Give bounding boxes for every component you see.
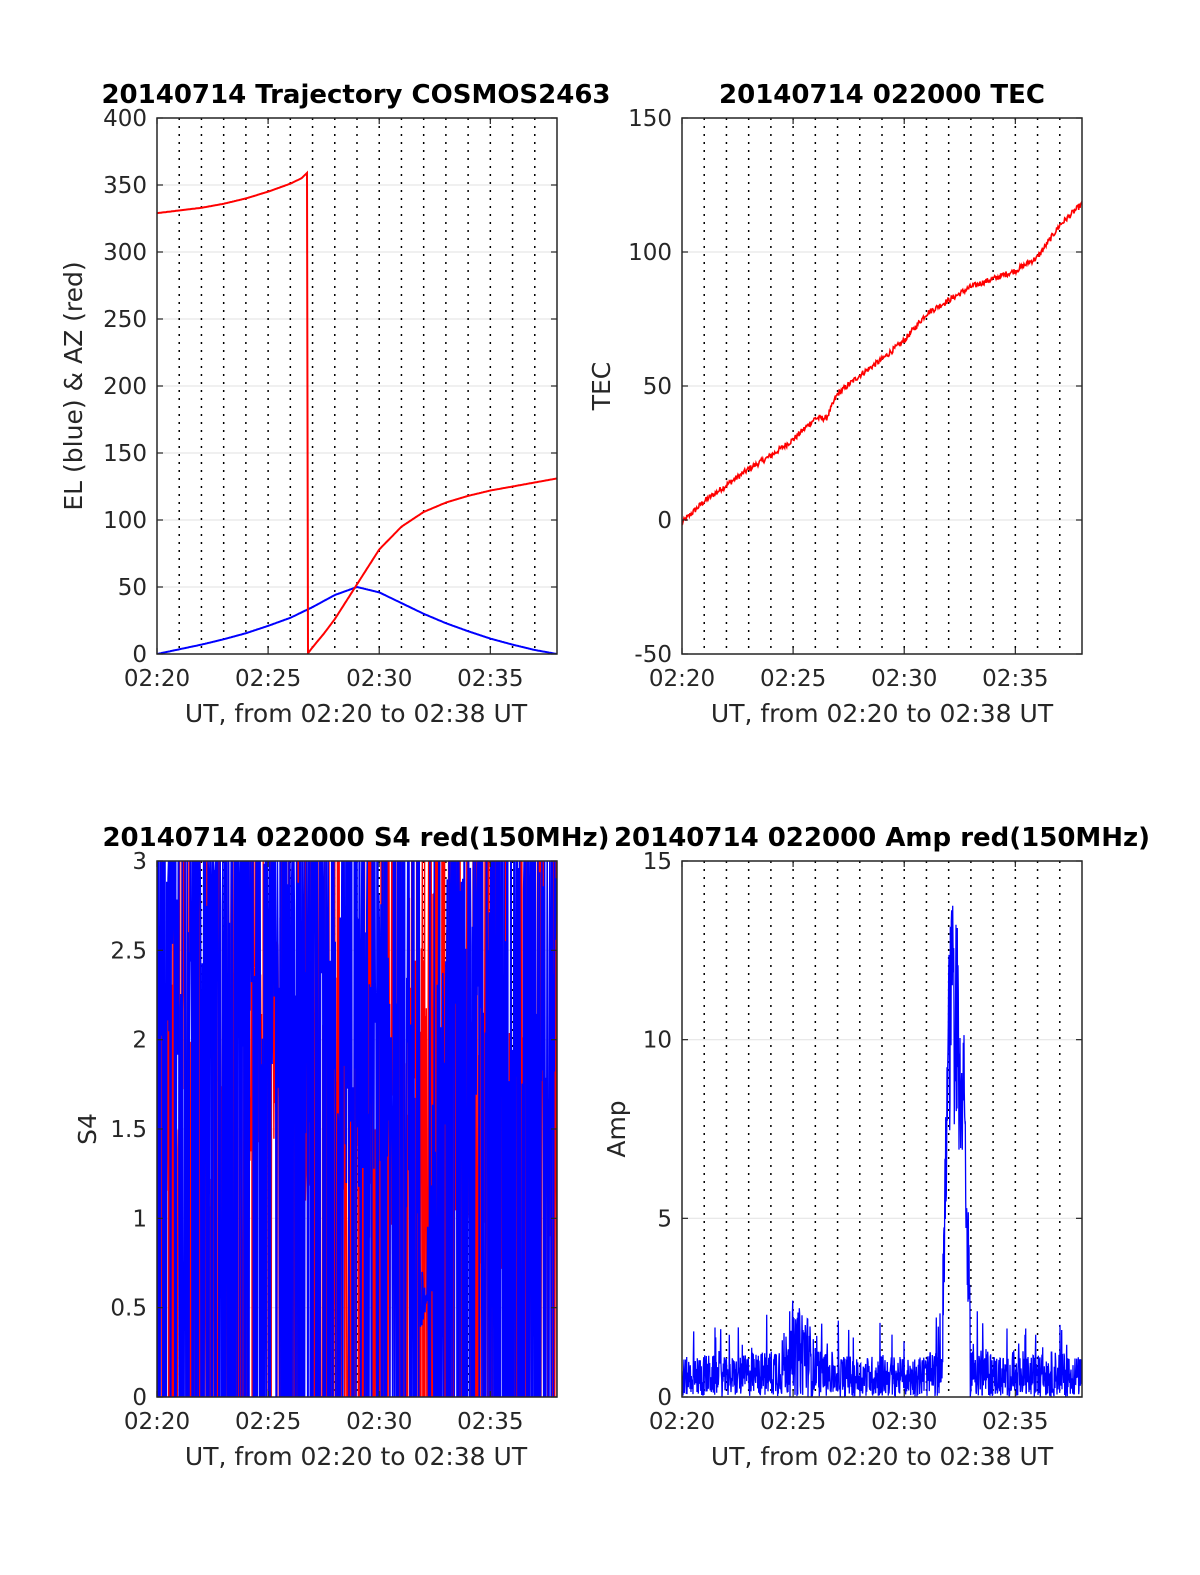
y-tick-label: 0.5 bbox=[110, 1296, 147, 1322]
ticks: 0 5 10 15 02:20 02:25 02:30 02:35 bbox=[643, 849, 1082, 1435]
chart-title: 20140714 022000 S4 red(150MHz) bbox=[102, 823, 609, 853]
x-tick-label: 02:30 bbox=[871, 1409, 937, 1435]
y-tick-label: 0 bbox=[657, 1385, 672, 1411]
x-tick-label: 02:20 bbox=[649, 1409, 715, 1435]
series-line bbox=[682, 905, 1082, 1397]
y-tick-label: 250 bbox=[103, 307, 147, 333]
x-axis-label: UT, from 02:20 to 02:38 UT bbox=[185, 699, 528, 728]
chart-panel-3: 20140714 022000 Amp red(150MHz) 0 5 10 15 02… bbox=[602, 823, 1150, 1471]
x-tick-label: 02:20 bbox=[649, 666, 715, 692]
x-tick-label: 02:35 bbox=[457, 666, 523, 692]
chart-panel-1: 20140714 022000 TEC -50 0 50 100 150 02:20 02:… bbox=[587, 80, 1083, 728]
chart-title: 20140714 Trajectory COSMOS2463 bbox=[101, 80, 610, 110]
x-axis-label: UT, from 02:20 to 02:38 UT bbox=[185, 1442, 528, 1471]
y-tick-label: 1 bbox=[132, 1206, 147, 1232]
y-tick-label: 15 bbox=[643, 849, 672, 875]
y-tick-label: 100 bbox=[628, 240, 672, 266]
y-axis-label: EL (blue) & AZ (red) bbox=[59, 261, 88, 510]
x-tick-label: 02:30 bbox=[346, 666, 412, 692]
y-tick-label: 200 bbox=[103, 374, 147, 400]
x-tick-label: 02:25 bbox=[235, 1409, 301, 1435]
data-lines bbox=[682, 905, 1082, 1397]
y-tick-label: 5 bbox=[657, 1206, 672, 1232]
y-axis-label: TEC bbox=[587, 362, 616, 412]
x-tick-label: 02:25 bbox=[235, 666, 301, 692]
series-line bbox=[682, 201, 1082, 526]
y-tick-label: 150 bbox=[628, 106, 672, 132]
y-tick-label: -50 bbox=[634, 642, 672, 668]
ticks: -50 0 50 100 150 02:20 02:25 02:30 02:35 bbox=[628, 106, 1082, 692]
ticks: 0 0.5 1 1.5 2 2.5 3 02:20 02:25 02:30 02:35 bbox=[110, 849, 557, 1435]
x-axis-label: UT, from 02:20 to 02:38 UT bbox=[711, 699, 1054, 728]
y-tick-label: 0 bbox=[657, 508, 672, 534]
y-tick-label: 2.5 bbox=[110, 938, 147, 964]
y-tick-label: 10 bbox=[643, 1028, 672, 1054]
grid bbox=[157, 117, 557, 655]
data-lines bbox=[682, 201, 1082, 526]
x-tick-label: 02:20 bbox=[124, 1409, 190, 1435]
y-tick-label: 300 bbox=[103, 240, 147, 266]
grid bbox=[682, 117, 1082, 655]
y-tick-label: 400 bbox=[103, 106, 147, 132]
grid bbox=[682, 860, 1082, 1398]
chart-title: 20140714 022000 Amp red(150MHz) bbox=[614, 823, 1150, 853]
y-tick-label: 150 bbox=[103, 441, 147, 467]
x-tick-label: 02:30 bbox=[871, 666, 937, 692]
y-tick-label: 0 bbox=[132, 1385, 147, 1411]
y-tick-label: 2 bbox=[132, 1028, 147, 1054]
y-tick-label: 100 bbox=[103, 508, 147, 534]
y-tick-label: 50 bbox=[643, 374, 672, 400]
y-tick-label: 1.5 bbox=[110, 1117, 147, 1143]
x-tick-label: 02:30 bbox=[346, 1409, 412, 1435]
axes-frame bbox=[681, 860, 1083, 1398]
chart-title: 20140714 022000 TEC bbox=[719, 80, 1045, 110]
x-tick-label: 02:20 bbox=[124, 666, 190, 692]
x-tick-label: 02:35 bbox=[982, 666, 1048, 692]
x-axis-label: UT, from 02:20 to 02:38 UT bbox=[711, 1442, 1054, 1471]
chart-panel-0: 20140714 Trajectory COSMOS2463 0 50 100 150… bbox=[59, 80, 611, 728]
series-line bbox=[157, 170, 557, 654]
data-lines bbox=[157, 170, 557, 654]
x-tick-label: 02:25 bbox=[760, 1409, 826, 1435]
ticks: 0 50 100 150 200 250 300 350 400 02:20 02:25 02:30 0… bbox=[103, 106, 557, 692]
x-tick-label: 02:35 bbox=[457, 1409, 523, 1435]
y-axis-label: Amp bbox=[602, 1100, 631, 1157]
data-lines bbox=[157, 861, 557, 1397]
series-line bbox=[157, 585, 557, 654]
y-tick-label: 350 bbox=[103, 173, 147, 199]
y-tick-label: 3 bbox=[132, 849, 147, 875]
x-tick-label: 02:25 bbox=[760, 666, 826, 692]
y-tick-label: 50 bbox=[118, 575, 147, 601]
y-tick-label: 0 bbox=[132, 642, 147, 668]
chart-panel-2: 20140714 022000 S4 red(150MHz) 0 0.5 1 1.5 2… bbox=[73, 823, 610, 1471]
y-axis-label: S4 bbox=[73, 1113, 102, 1145]
x-tick-label: 02:35 bbox=[982, 1409, 1048, 1435]
